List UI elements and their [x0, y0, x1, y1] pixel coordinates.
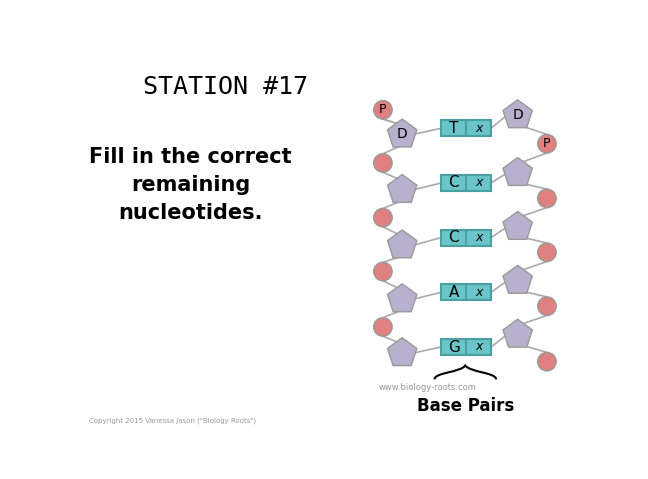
Polygon shape [388, 284, 417, 312]
Text: P: P [379, 103, 387, 116]
Text: D: D [397, 127, 408, 141]
Polygon shape [503, 212, 532, 240]
Text: x: x [475, 286, 482, 299]
Polygon shape [503, 319, 532, 347]
Text: Base Pairs: Base Pairs [417, 397, 514, 414]
Text: STATION #17: STATION #17 [143, 75, 308, 99]
Polygon shape [503, 265, 532, 293]
Polygon shape [388, 338, 417, 365]
Polygon shape [388, 119, 417, 147]
Circle shape [538, 353, 556, 371]
Circle shape [374, 101, 392, 119]
Text: www.biology-roots.com: www.biology-roots.com [378, 383, 476, 391]
Circle shape [374, 262, 392, 281]
Text: T: T [449, 121, 458, 136]
Circle shape [374, 154, 392, 172]
Text: C: C [448, 230, 459, 245]
Circle shape [374, 208, 392, 227]
FancyBboxPatch shape [441, 229, 491, 246]
Text: C: C [448, 175, 459, 191]
Text: Fill in the correct
remaining
nucleotides.: Fill in the correct remaining nucleotide… [89, 147, 292, 223]
Text: x: x [475, 122, 482, 135]
FancyBboxPatch shape [441, 120, 491, 137]
Circle shape [538, 135, 556, 153]
Text: A: A [448, 285, 459, 300]
Circle shape [538, 297, 556, 316]
Text: G: G [448, 340, 459, 354]
Circle shape [538, 243, 556, 262]
Text: P: P [543, 137, 551, 150]
Circle shape [374, 318, 392, 336]
Circle shape [538, 189, 556, 207]
FancyBboxPatch shape [441, 339, 491, 355]
Text: x: x [475, 231, 482, 244]
Text: Copyright 2015 Vanessa Jason ("Biology Roots"): Copyright 2015 Vanessa Jason ("Biology R… [89, 418, 256, 424]
Text: x: x [475, 341, 482, 354]
FancyBboxPatch shape [441, 284, 491, 300]
FancyBboxPatch shape [441, 175, 491, 191]
Polygon shape [503, 100, 532, 128]
Polygon shape [503, 158, 532, 185]
Text: x: x [475, 176, 482, 190]
Polygon shape [388, 174, 417, 203]
Text: D: D [513, 108, 523, 122]
Polygon shape [388, 230, 417, 258]
